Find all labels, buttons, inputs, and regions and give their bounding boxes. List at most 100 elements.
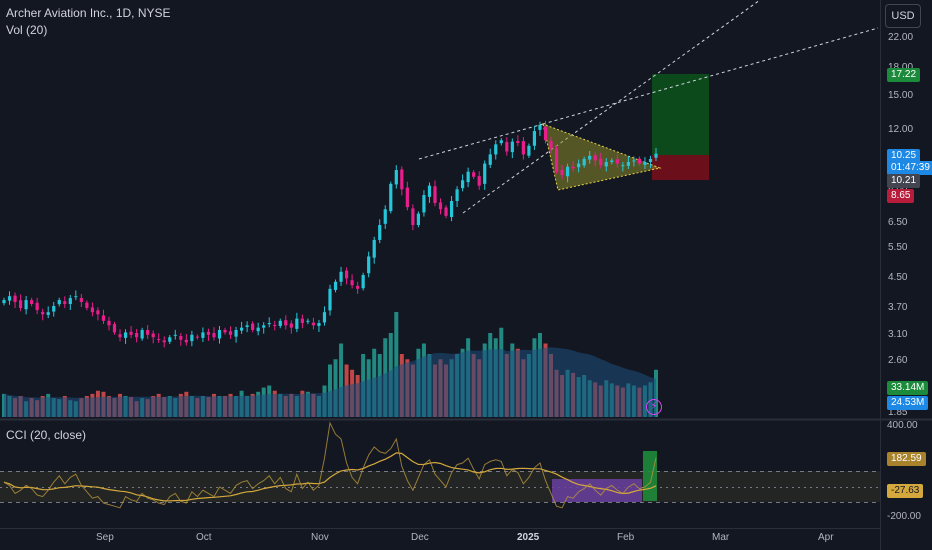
candle-body: [411, 208, 415, 226]
candle-body: [643, 162, 647, 165]
price-axis-tick: 22.00: [888, 32, 914, 43]
candle-body: [295, 318, 299, 329]
candle-body: [654, 153, 658, 158]
candle-body: [129, 331, 133, 335]
candle-body: [521, 141, 525, 155]
entry-price-tag: 10.21: [887, 174, 921, 188]
triangle-pattern[interactable]: [542, 123, 662, 191]
candle-body: [571, 166, 575, 169]
candle-body: [2, 300, 6, 304]
time-axis-tick: Sep: [96, 532, 114, 543]
cci-legend[interactable]: CCI (20, close): [6, 428, 87, 442]
volume-bar: [328, 364, 332, 417]
time-axis-tick: 2025: [517, 532, 540, 543]
candle-body: [245, 325, 249, 328]
cci-ma-tag: -27.63: [887, 484, 924, 498]
candle-body: [416, 213, 421, 226]
time-axis-tick: Oct: [196, 532, 212, 543]
candle-body: [184, 339, 188, 343]
candle-body: [593, 155, 597, 161]
candle-body: [361, 275, 365, 289]
candle-body: [322, 312, 327, 323]
price-axis-tick: 18.00: [888, 62, 913, 73]
candle-body: [648, 158, 653, 163]
candle-body: [433, 186, 437, 204]
candle-body: [112, 324, 117, 333]
candle-body: [52, 305, 56, 312]
cci-axis-tick: -200.00: [887, 511, 921, 522]
candle-body: [488, 154, 492, 165]
volume-legend[interactable]: Vol (20): [6, 23, 48, 37]
candle-body: [389, 183, 393, 212]
candle-body: [157, 339, 161, 341]
candle-body: [212, 333, 216, 338]
candle-body: [41, 311, 45, 315]
candle-body: [228, 331, 233, 335]
currency-button[interactable]: USD: [885, 4, 921, 28]
candle-body: [239, 327, 244, 331]
candle-body: [74, 296, 78, 298]
candle-body: [13, 295, 17, 302]
time-axis-tick: Feb: [617, 532, 635, 543]
candle-body: [311, 322, 316, 326]
candle-body: [394, 170, 398, 185]
candle-body: [356, 285, 360, 289]
candle-body: [477, 176, 481, 186]
candle-body: [273, 324, 277, 326]
candle-body: [234, 330, 238, 337]
candle-body: [46, 312, 50, 315]
candle-body: [118, 334, 122, 338]
candle-body: [140, 330, 144, 339]
candle-body: [85, 302, 89, 309]
cci-breakout-box[interactable]: [643, 451, 657, 501]
candle-body: [615, 159, 619, 164]
price-axis-tick: 4.50: [888, 272, 908, 284]
cci-highlight-box[interactable]: [552, 479, 642, 502]
candle-body: [527, 145, 531, 156]
candle-body: [30, 300, 34, 304]
candle-body: [7, 296, 12, 301]
candle-body: [505, 142, 509, 152]
candle-body: [79, 298, 83, 302]
candle-body: [438, 202, 443, 210]
candle-body: [168, 337, 172, 342]
channel-lower-line[interactable]: [462, 0, 761, 214]
candle-body: [179, 336, 183, 340]
current-price-tag: 10.25: [887, 149, 921, 163]
price-axis-tick: 3.10: [888, 328, 908, 340]
symbol-title[interactable]: Archer Aviation Inc., 1D, NYSE: [6, 6, 171, 20]
candle-body: [223, 330, 227, 333]
cci-band-background: [0, 471, 880, 502]
candle-body: [538, 124, 542, 130]
candle-body: [372, 239, 376, 258]
candle-body: [444, 207, 448, 216]
candle-body: [18, 300, 23, 309]
volume-ma-tag: 24.53M: [887, 396, 929, 410]
candle-body: [68, 298, 72, 304]
candle-body: [151, 333, 155, 338]
target-zone[interactable]: [652, 74, 709, 155]
price-axis-tick: 2.60: [888, 355, 908, 367]
candle-body: [306, 320, 310, 322]
price-axis-tick: 3.70: [888, 302, 908, 313]
candle-body: [588, 155, 592, 160]
candle-body: [532, 131, 537, 146]
trend-extension-line[interactable]: [542, 27, 879, 125]
candle-body: [173, 334, 177, 336]
price-axis-tick: 12.00: [888, 123, 914, 135]
candle-body: [206, 331, 211, 335]
candle-body: [565, 166, 570, 177]
lightning-icon[interactable]: ⚡: [646, 399, 662, 415]
price-axis-tick: 6.50: [888, 216, 908, 228]
volume-ma-area: [4, 347, 656, 417]
candle-body: [427, 185, 432, 197]
candle-body: [405, 187, 409, 208]
candle-body: [543, 126, 548, 141]
stop-zone[interactable]: [652, 155, 709, 180]
price-axis-tick: 1.85: [888, 407, 908, 418]
candle-body: [449, 200, 454, 218]
candle-body: [422, 195, 426, 213]
candle-body: [90, 307, 95, 313]
candle-body: [101, 315, 106, 321]
